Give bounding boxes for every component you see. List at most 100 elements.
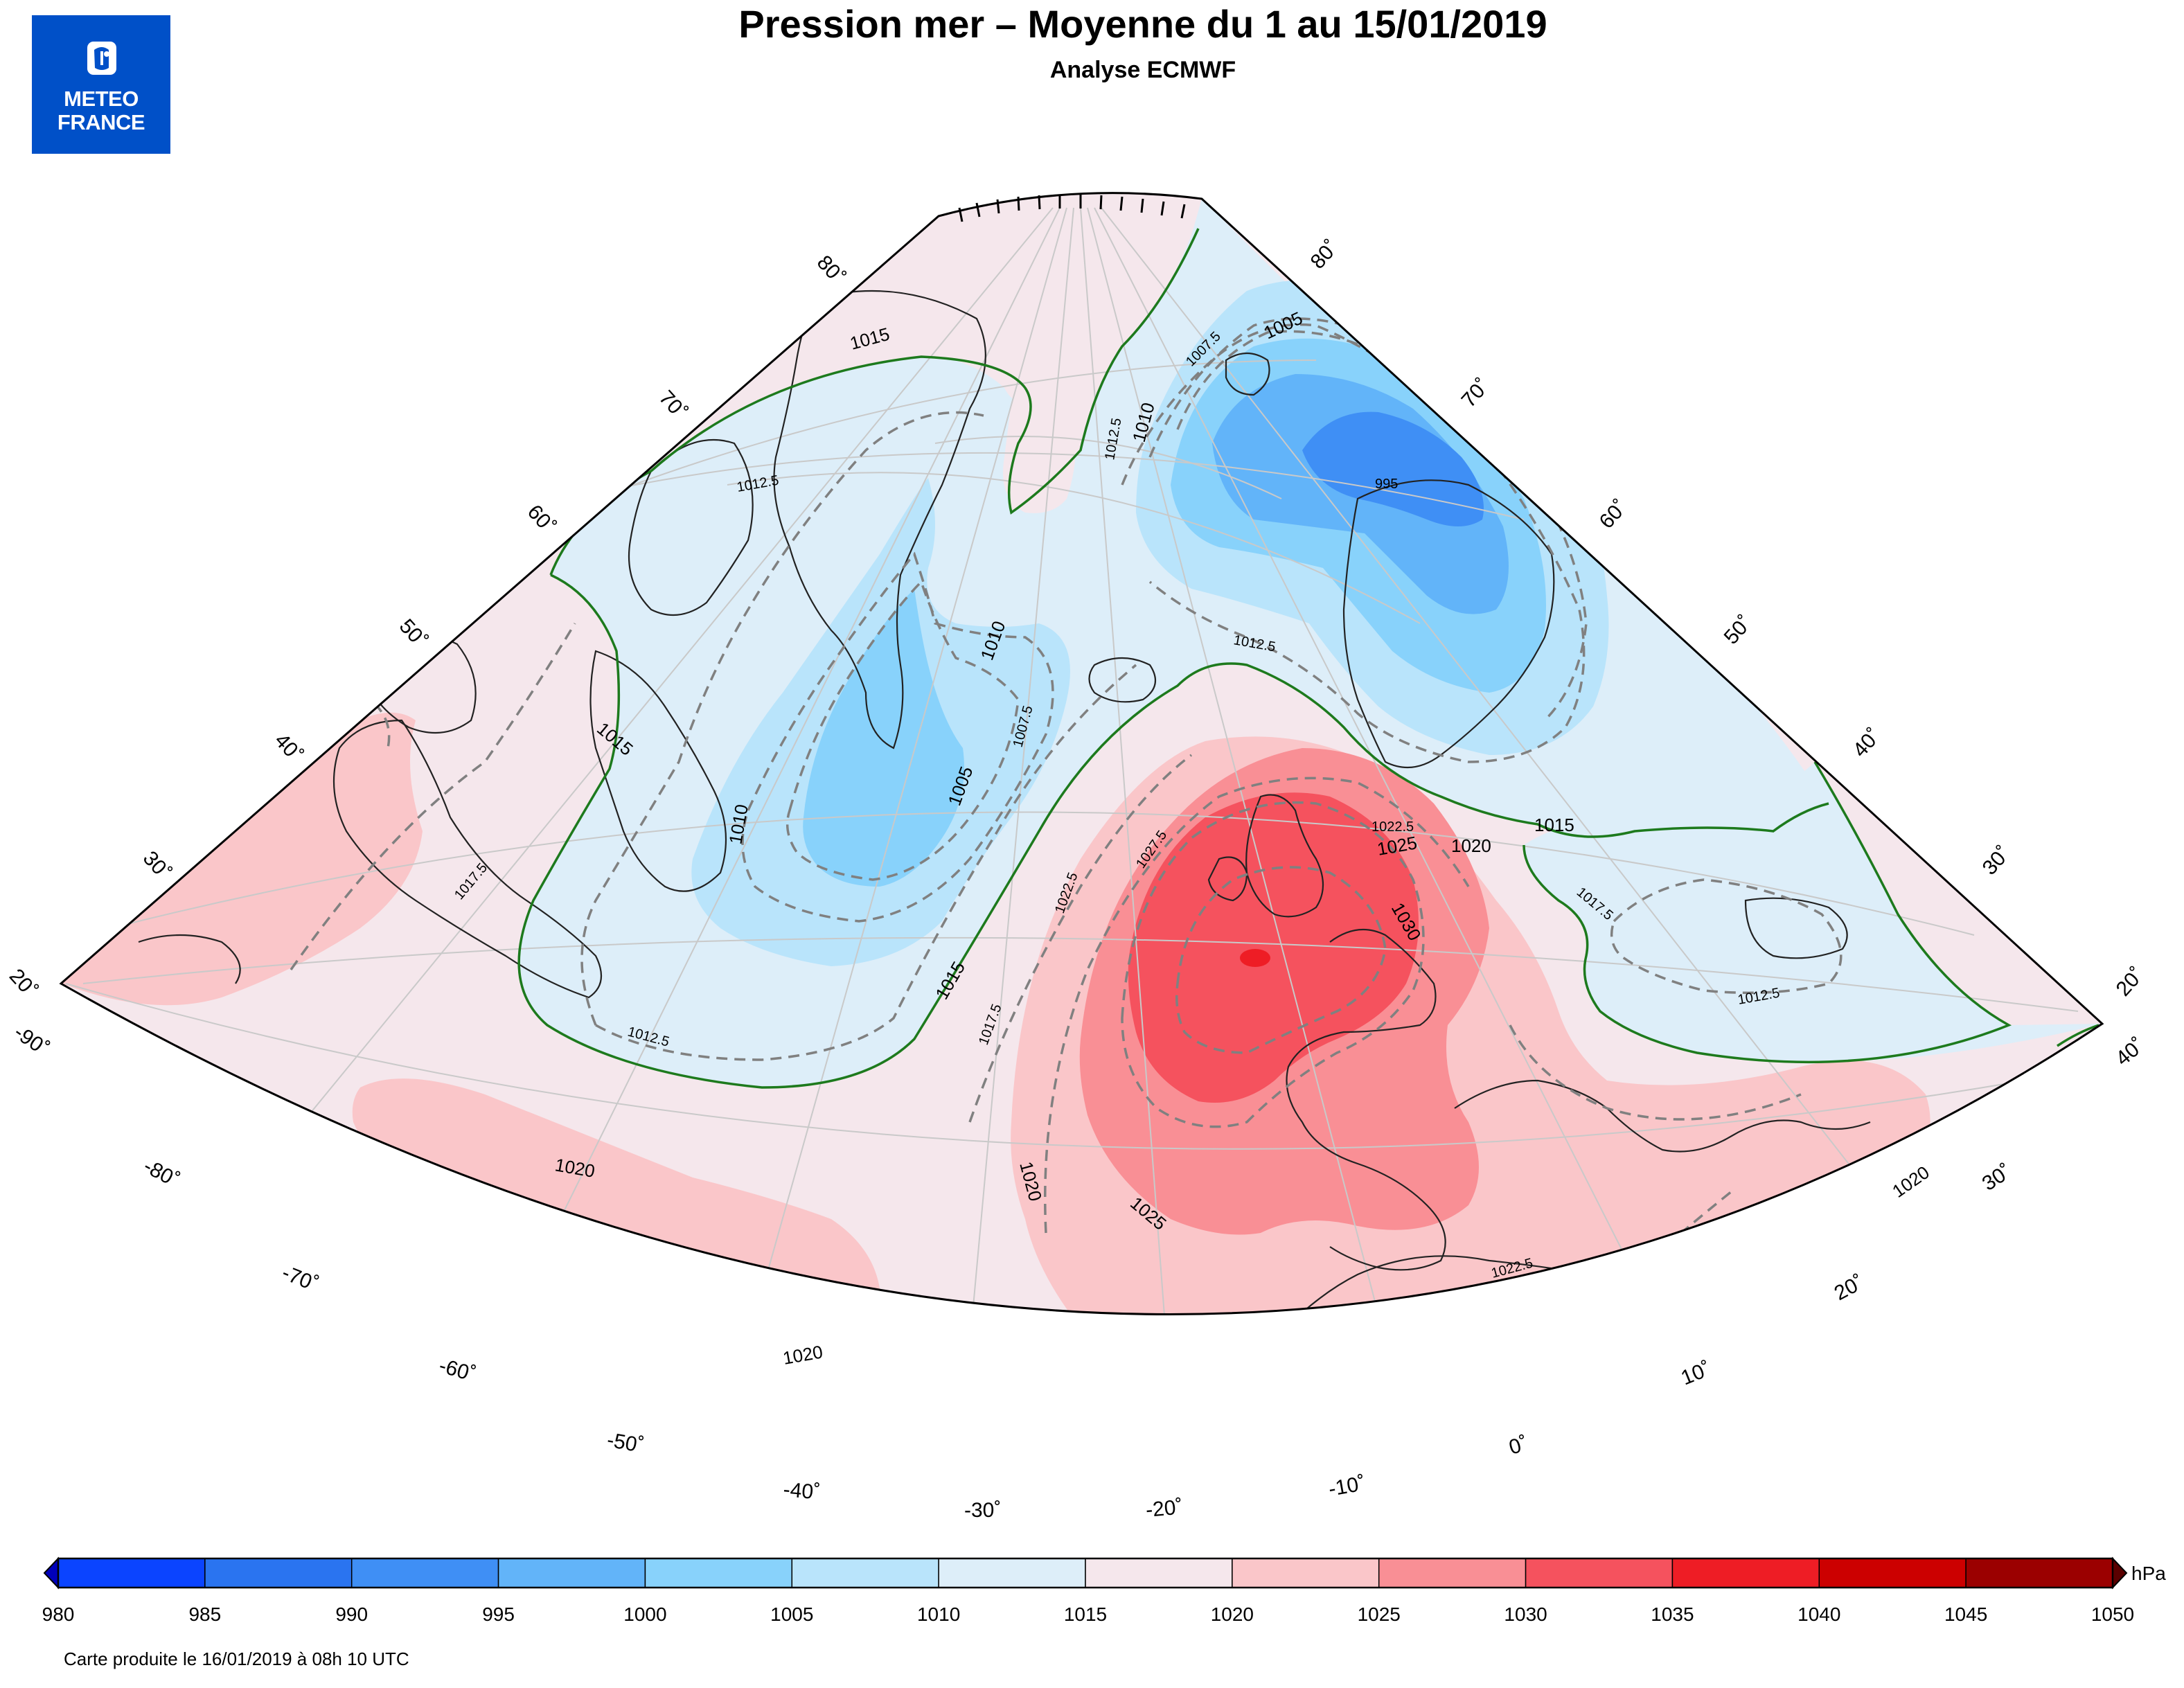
- colorbar-tick-label: 1040: [1797, 1603, 1840, 1625]
- meteo-france-logo: METEO FRANCE: [32, 15, 170, 154]
- isobar-1017-5-mid: [968, 754, 1193, 1123]
- colorbar-tick-label: 1000: [623, 1603, 666, 1625]
- greenland-coast: [773, 290, 986, 749]
- labrador-coast: [589, 650, 727, 892]
- colorbar-cell: [644, 1558, 793, 1588]
- map-subtitle: Analyse ECMWF: [1049, 57, 1236, 83]
- isobar-1007-5-labrador: [785, 579, 1020, 881]
- footer-credit: Carte produite le 16/01/2019 à 08h 10 UT…: [64, 1649, 409, 1669]
- lon-label-minus-40: -40˚: [782, 1478, 821, 1504]
- colorbar-tick-label: 1010: [917, 1603, 960, 1625]
- isobar-1012-5-norway: [1121, 323, 1586, 763]
- colorbar-cell: [938, 1558, 1086, 1588]
- colorbar-tick-label: 1025: [1358, 1603, 1401, 1625]
- mediterranean-north-coast: [1454, 1079, 1871, 1153]
- gulf-of-mexico-coast: [138, 934, 241, 984]
- lat-label-right-40: 40˚: [1849, 724, 1886, 761]
- isobar-label-1020-southwest: 1020: [781, 1341, 824, 1369]
- canada-arctic-coast: [628, 438, 754, 616]
- lat-label-right-80: 80˚: [1306, 236, 1344, 273]
- isobar-label-1015-east: 1015: [1534, 815, 1574, 835]
- field-1035-1040-core: [1240, 949, 1270, 967]
- isobar-1007-5-norway: [1176, 330, 1393, 430]
- colorbar-cell: [497, 1558, 646, 1588]
- colorbar-cell: [1965, 1558, 2113, 1588]
- colorbar-tick-label: 1030: [1504, 1603, 1547, 1625]
- field-1000-1005-labrador: [803, 589, 964, 887]
- logo-line-2: FRANCE: [57, 110, 145, 134]
- field-1010-1015-med: [1524, 762, 2102, 1063]
- colorbar-cell: [1378, 1558, 1527, 1588]
- colorbar-unit: hPa: [2131, 1563, 2166, 1584]
- colorbar-tick-label: 1005: [770, 1603, 813, 1625]
- pressure-field: [61, 193, 2102, 1315]
- colorbar-cell: [1232, 1558, 1380, 1588]
- isobar-1015-med: [1522, 761, 2012, 1064]
- isobar-1015: [549, 228, 1200, 576]
- iceland-coast: [1088, 657, 1157, 703]
- lon-label-minus-30: -30˚: [964, 1499, 1001, 1522]
- lat-label-left-30: 30˚: [139, 847, 176, 885]
- colorbar-cell: [1818, 1558, 1967, 1588]
- lon-label-minus-50: -50˚: [605, 1428, 646, 1457]
- lat-label-left-50: 50˚: [395, 615, 432, 652]
- lat-label-right-50: 50˚: [1720, 611, 1757, 648]
- british-isles-coast: [1245, 794, 1324, 918]
- colorbar-frame: [57, 1557, 2114, 1589]
- lon-label-0: 0˚: [1507, 1432, 1531, 1459]
- lat-label-right-70: 70˚: [1457, 374, 1495, 411]
- europe-west-coast: [1286, 928, 1446, 1271]
- isobar-1032-5: [1175, 866, 1387, 1054]
- colorbar-tick-label: 995: [482, 1603, 515, 1625]
- colorbar-tick-label: 985: [188, 1603, 221, 1625]
- lat-label-left-40: 40˚: [270, 729, 308, 767]
- colorbar-high-arrow: [2112, 1556, 2128, 1590]
- field-1030-1035: [1128, 792, 1419, 1103]
- colorbar-cells: [57, 1558, 2113, 1588]
- lon-label-20: 20˚: [1831, 1271, 1868, 1305]
- lon-label-minus-60: -60˚: [436, 1354, 478, 1386]
- isobar-1012-5-low: [580, 411, 984, 1026]
- top-arc-ticks: [958, 195, 1186, 222]
- isobar-1027-5: [1121, 801, 1425, 1128]
- ireland-coast: [1207, 856, 1248, 902]
- colorbar-tick-label: 1020: [1211, 1603, 1254, 1625]
- colorbar-tick-label: 1035: [1651, 1603, 1694, 1625]
- colorbar-cell: [1525, 1558, 1673, 1588]
- lat-label-left-70: 70˚: [655, 387, 692, 424]
- colorbar-cell: [1671, 1558, 1820, 1588]
- colorbar-cell: [791, 1558, 939, 1588]
- isobar-label-995: 995: [1375, 477, 1398, 492]
- colorbar-tick-label: 1015: [1064, 1603, 1107, 1625]
- lat-label-left-20: 20˚: [5, 965, 42, 1002]
- colorbar-cell: [204, 1558, 353, 1588]
- colorbar-tick-label: 1045: [1944, 1603, 1987, 1625]
- graticule: [65, 207, 2079, 1315]
- isobar-label-1020-east: 1020: [1888, 1162, 1933, 1202]
- isobar-1022-5: [1044, 776, 1470, 1234]
- lon-label-minus-70: -70˚: [278, 1261, 321, 1297]
- logo-line-1: METEO: [64, 87, 139, 111]
- isobar-1012-5-south: [595, 664, 1137, 1061]
- svalbard-coast: [1225, 353, 1270, 396]
- colorbar-cell: [350, 1558, 499, 1588]
- lon-label-40: 40˚: [2111, 1033, 2149, 1070]
- lon-label-10: 10˚: [1678, 1358, 1714, 1390]
- field-lt995-norway: [1302, 411, 1484, 526]
- black-sea-coast: [1744, 897, 1848, 959]
- north-america-east-coast: [332, 719, 603, 999]
- lat-label-right-60: 60˚: [1595, 495, 1633, 533]
- logo-emblem-icon: [87, 42, 116, 75]
- map-outline: [59, 192, 2104, 1315]
- lon-label-minus-10: -10˚: [1326, 1472, 1367, 1501]
- colorbar-cell: [1085, 1558, 1233, 1588]
- lon-label-30: 30˚: [1978, 1160, 2016, 1196]
- isobar-label-1022-5-north: 1022.5: [1371, 819, 1414, 835]
- colorbar-low-arrow: [43, 1556, 59, 1590]
- isobar-1010-labrador: [741, 551, 1054, 923]
- colorbar-tick-label: 980: [42, 1603, 75, 1625]
- lon-label-minus-90: -90˚: [10, 1021, 53, 1061]
- isobar-1015-east: [2057, 1024, 2099, 1047]
- colorbar-tick-label: 990: [335, 1603, 368, 1625]
